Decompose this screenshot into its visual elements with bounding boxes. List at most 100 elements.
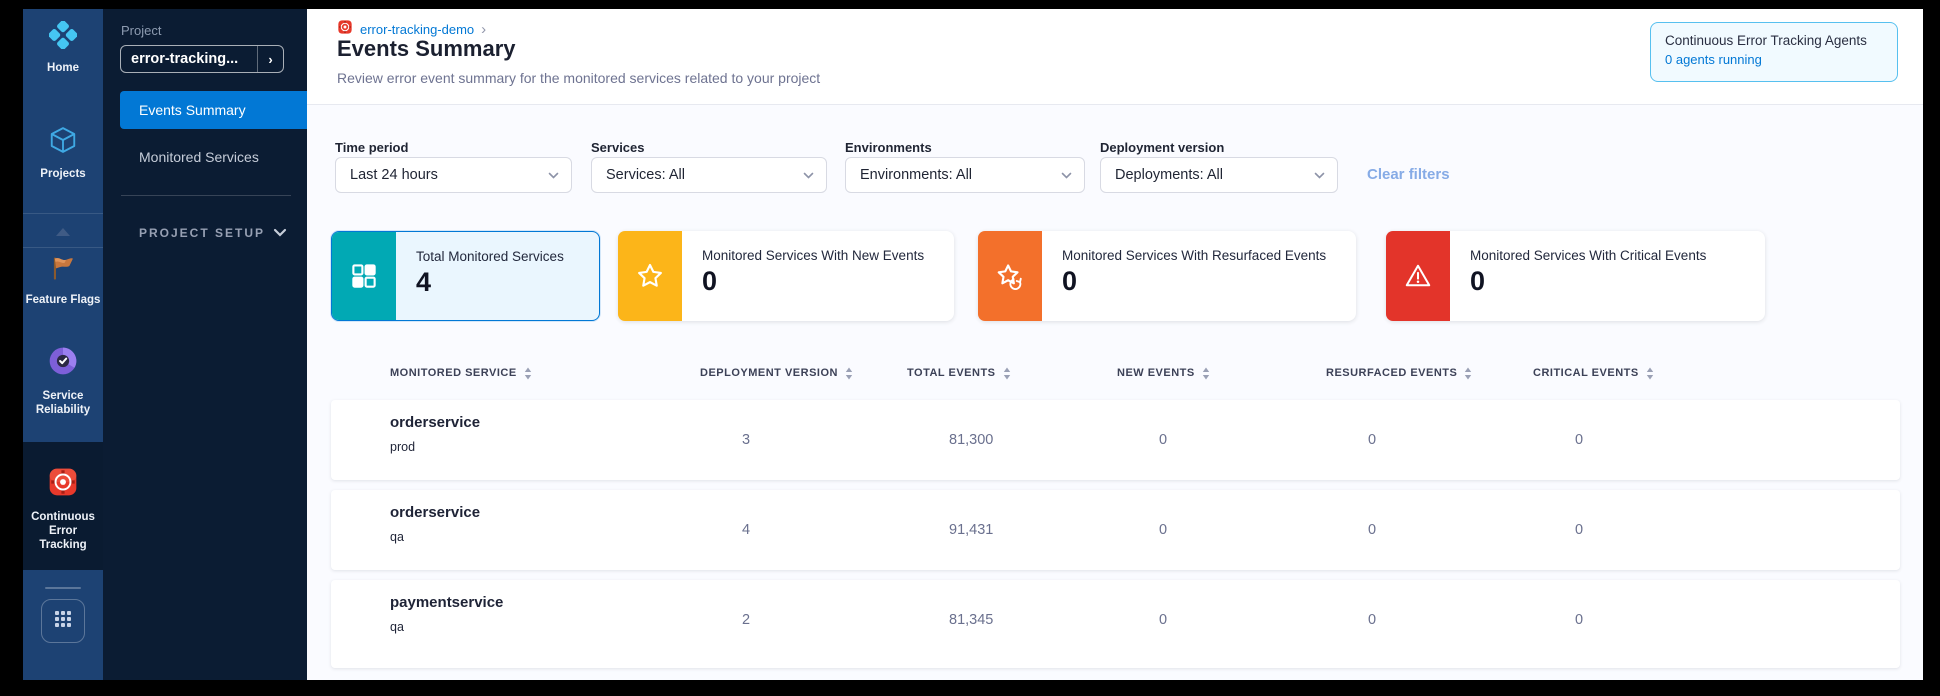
flag-icon — [49, 255, 77, 286]
project-name: error-tracking... — [131, 51, 239, 67]
sort-arrows-icon[interactable] — [1202, 367, 1210, 380]
total-events-value: 81,300 — [949, 432, 994, 448]
service-reliability-icon — [47, 345, 79, 382]
app-window: Home Projects Feature Flags Service — [23, 9, 1923, 680]
sidebar-item-label: Feature Flags — [25, 294, 101, 306]
sidebar-divider — [121, 195, 291, 196]
agents-running-link[interactable]: 0 agents running — [1665, 52, 1762, 67]
chevron-down-icon — [548, 167, 559, 183]
deployment-version-value: 3 — [742, 432, 751, 448]
resurfaced-events-value: 0 — [1368, 612, 1377, 628]
filter-label-services: Services — [591, 140, 645, 155]
sidebar-item-home[interactable]: Home — [23, 20, 103, 75]
home-icon — [48, 20, 78, 54]
error-tracking-target-icon — [337, 19, 353, 40]
active-module-highlight: Continuous Error Tracking — [23, 442, 103, 570]
sidebar-item-feature-flags[interactable]: Feature Flags — [23, 255, 103, 307]
table-row[interactable]: paymentservice qa 2 81,345 0 0 0 — [331, 580, 1900, 668]
triangle-up-icon — [55, 224, 71, 242]
project-setup-toggle[interactable]: PROJECT SETUP — [139, 221, 287, 245]
critical-events-value: 0 — [1575, 432, 1584, 448]
sort-arrows-icon[interactable] — [1003, 367, 1011, 380]
card-value: 0 — [702, 266, 718, 296]
table-row[interactable]: orderservice qa 4 91,431 0 0 0 — [331, 490, 1900, 570]
sort-arrows-icon[interactable] — [1464, 367, 1472, 380]
new-events-value: 0 — [1159, 522, 1168, 538]
card-value: 4 — [416, 267, 432, 297]
critical-events-value: 0 — [1575, 522, 1584, 538]
sort-arrows-icon[interactable] — [524, 367, 532, 380]
card-new-events[interactable]: Monitored Services With New Events 0 — [618, 231, 954, 321]
deployment-version-value: 2 — [742, 612, 751, 628]
filter-label-time-period: Time period — [335, 140, 409, 155]
sidebar-item-service-reliability[interactable]: Service Reliability — [23, 345, 103, 417]
module-rail: Home Projects Feature Flags Service — [23, 9, 103, 680]
total-events-value: 81,345 — [949, 612, 994, 628]
table-row[interactable]: orderservice prod 3 81,300 0 0 0 — [331, 400, 1900, 480]
deployments-value: Deployments: All — [1115, 167, 1223, 183]
column-header-resurfaced-events: RESURFACED EVENTS — [1326, 367, 1533, 380]
sidebar-item-events-summary[interactable]: Events Summary — [120, 91, 307, 129]
project-sidebar: Project error-tracking... › Events Summa… — [103, 9, 307, 680]
environments-value: Environments: All — [860, 167, 973, 183]
new-events-value: 0 — [1159, 612, 1168, 628]
breadcrumb-project-link[interactable]: error-tracking-demo — [360, 22, 475, 37]
rail-divider — [23, 213, 103, 214]
module-grid-button[interactable] — [41, 599, 85, 643]
table-header: MONITORED SERVICE DEPLOYMENT VERSION TOT… — [331, 358, 1900, 388]
projects-cube-icon — [48, 125, 78, 160]
project-selector[interactable]: error-tracking... › — [120, 45, 284, 73]
environment-name: prod — [390, 440, 416, 454]
card-label: Monitored Services With Critical Events — [1470, 248, 1707, 263]
card-value: 0 — [1470, 266, 1486, 296]
deployment-version-value: 4 — [742, 522, 751, 538]
sort-arrows-icon[interactable] — [845, 367, 853, 380]
environment-name: qa — [390, 620, 404, 634]
project-setup-label: PROJECT SETUP — [139, 226, 266, 240]
service-name: orderservice — [390, 504, 481, 521]
agents-title: Continuous Error Tracking Agents — [1665, 33, 1867, 48]
column-header-monitored-service: MONITORED SERVICE — [390, 367, 700, 380]
sidebar-item-continuous-error-tracking[interactable]: Continuous Error Tracking — [23, 466, 103, 552]
card-resurfaced-events[interactable]: Monitored Services With Resurfaced Event… — [978, 231, 1356, 321]
filter-label-environments: Environments — [845, 140, 932, 155]
page-header: error-tracking-demo › Events Summary Rev… — [307, 9, 1923, 105]
deployments-select[interactable]: Deployments: All — [1100, 157, 1338, 193]
card-total-monitored-services[interactable]: Total Monitored Services 4 — [331, 231, 600, 321]
services-select[interactable]: Services: All — [591, 157, 827, 193]
service-name: paymentservice — [390, 594, 504, 611]
error-tracking-target-icon — [47, 466, 79, 503]
new-events-value: 0 — [1159, 432, 1168, 448]
time-period-select[interactable]: Last 24 hours — [335, 157, 572, 193]
sidebar-item-label: Home — [47, 62, 79, 74]
project-label: Project — [121, 23, 162, 38]
card-critical-events[interactable]: Monitored Services With Critical Events … — [1386, 231, 1765, 321]
column-header-critical-events: CRITICAL EVENTS — [1533, 367, 1900, 380]
time-period-value: Last 24 hours — [350, 167, 438, 183]
star-refresh-icon — [978, 231, 1042, 321]
sidebar-item-label: Service Reliability — [35, 390, 91, 416]
rail-bottom-divider — [45, 587, 81, 589]
chevron-down-icon — [1314, 167, 1325, 183]
service-name: orderservice — [390, 414, 481, 431]
sort-arrows-icon[interactable] — [1646, 367, 1654, 380]
total-events-value: 91,431 — [949, 522, 994, 538]
resurfaced-events-value: 0 — [1368, 522, 1377, 538]
page-title: Events Summary — [337, 36, 516, 61]
collapse-rail-button[interactable] — [23, 221, 103, 245]
breadcrumb: error-tracking-demo › — [337, 19, 486, 40]
resurfaced-events-value: 0 — [1368, 432, 1377, 448]
sidebar-item-label: Continuous Error Tracking — [31, 511, 95, 551]
environments-select[interactable]: Environments: All — [845, 157, 1085, 193]
critical-events-value: 0 — [1575, 612, 1584, 628]
card-label: Total Monitored Services — [416, 249, 564, 264]
column-header-new-events: NEW EVENTS — [1117, 367, 1326, 380]
column-header-deployment-version: DEPLOYMENT VERSION — [700, 367, 907, 380]
agents-status-card[interactable]: Continuous Error Tracking Agents 0 agent… — [1650, 22, 1898, 82]
services-value: Services: All — [606, 167, 685, 183]
column-header-total-events: TOTAL EVENTS — [907, 367, 1117, 380]
sidebar-item-projects[interactable]: Projects — [23, 125, 103, 181]
sidebar-item-monitored-services[interactable]: Monitored Services — [139, 149, 259, 165]
chevron-right-icon[interactable]: › — [257, 46, 283, 72]
clear-filters-button[interactable]: Clear filters — [1367, 166, 1450, 183]
